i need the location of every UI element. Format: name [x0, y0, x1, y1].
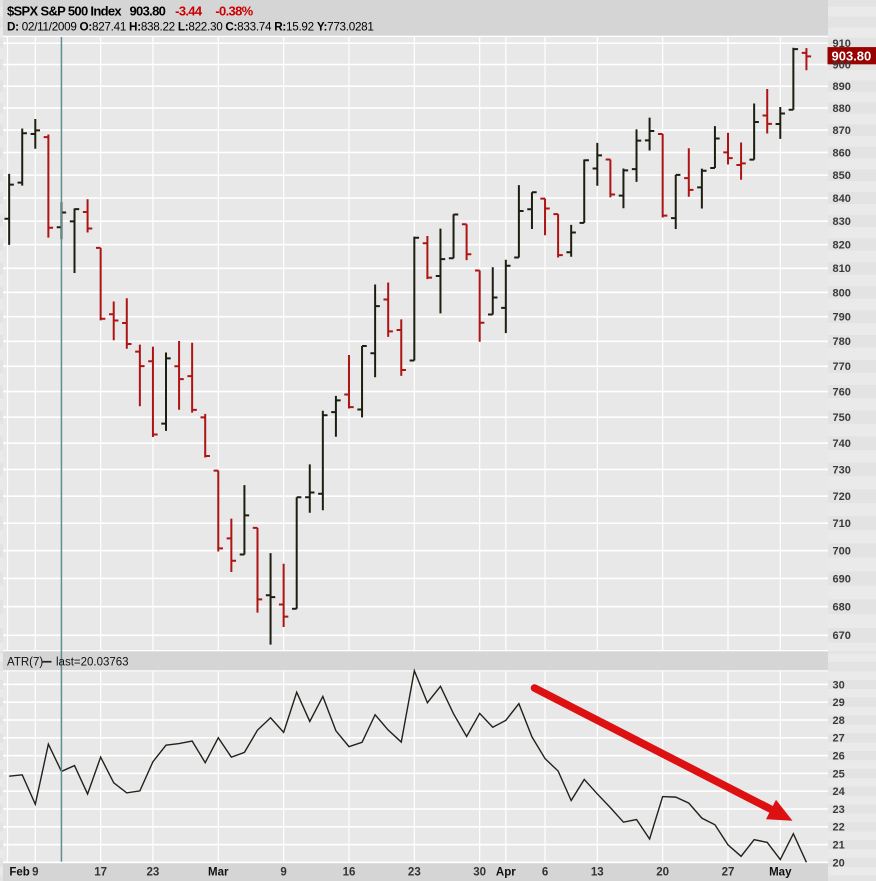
svg-text:20: 20 — [833, 857, 845, 869]
svg-text:23: 23 — [147, 867, 160, 879]
svg-text:Mar: Mar — [208, 867, 229, 879]
svg-text:860: 860 — [833, 147, 851, 159]
svg-text:870: 870 — [833, 125, 851, 137]
svg-text:680: 680 — [833, 602, 851, 614]
svg-text:27: 27 — [833, 733, 845, 745]
svg-text:9: 9 — [32, 867, 38, 879]
svg-text:730: 730 — [833, 464, 851, 476]
svg-text:903.80: 903.80 — [832, 48, 872, 63]
svg-text:24: 24 — [833, 786, 846, 798]
svg-text:22: 22 — [833, 822, 845, 834]
svg-text:9: 9 — [280, 867, 286, 879]
svg-text:890: 890 — [833, 81, 851, 93]
svg-text:830: 830 — [833, 216, 851, 228]
svg-text:27: 27 — [722, 867, 735, 879]
svg-text:780: 780 — [833, 336, 851, 348]
svg-text:910: 910 — [833, 38, 851, 50]
svg-text:23: 23 — [408, 867, 421, 879]
svg-text:820: 820 — [833, 240, 851, 252]
svg-text:770: 770 — [833, 361, 851, 373]
svg-text:790: 790 — [833, 312, 851, 324]
svg-text:21: 21 — [833, 840, 845, 852]
svg-text:750: 750 — [833, 412, 851, 424]
svg-text:670: 670 — [833, 630, 851, 642]
svg-text:690: 690 — [833, 573, 851, 585]
svg-text:25: 25 — [833, 768, 845, 780]
svg-text:20: 20 — [656, 867, 669, 879]
svg-text:23: 23 — [833, 804, 845, 816]
svg-text:29: 29 — [833, 697, 845, 709]
svg-text:900: 900 — [833, 59, 851, 71]
svg-text:30: 30 — [473, 867, 486, 879]
svg-text:810: 810 — [833, 263, 851, 275]
svg-text:Apr: Apr — [496, 867, 516, 879]
svg-text:850: 850 — [833, 170, 851, 182]
svg-text:880: 880 — [833, 103, 851, 115]
svg-text:last=20.03763: last=20.03763 — [56, 656, 129, 668]
svg-text:16: 16 — [343, 867, 356, 879]
svg-text:30: 30 — [833, 679, 845, 691]
svg-text:Feb: Feb — [9, 867, 29, 879]
svg-text:ATR(7): ATR(7) — [7, 656, 43, 668]
svg-text:740: 740 — [833, 438, 851, 450]
svg-text:710: 710 — [833, 518, 851, 530]
svg-text:13: 13 — [591, 867, 604, 879]
svg-text:760: 760 — [833, 386, 851, 398]
svg-text:840: 840 — [833, 193, 851, 205]
svg-text:D: 02/11/2009 O:827.41 H:838.2: D: 02/11/2009 O:827.41 H:838.22 L:822.30… — [7, 21, 374, 34]
svg-text:May: May — [769, 867, 792, 879]
svg-text:26: 26 — [833, 751, 845, 763]
svg-text:6: 6 — [542, 867, 548, 879]
svg-text:17: 17 — [94, 867, 107, 879]
svg-text:720: 720 — [833, 491, 851, 503]
svg-text:700: 700 — [833, 546, 851, 558]
svg-text:28: 28 — [833, 715, 845, 727]
svg-text:800: 800 — [833, 287, 851, 299]
